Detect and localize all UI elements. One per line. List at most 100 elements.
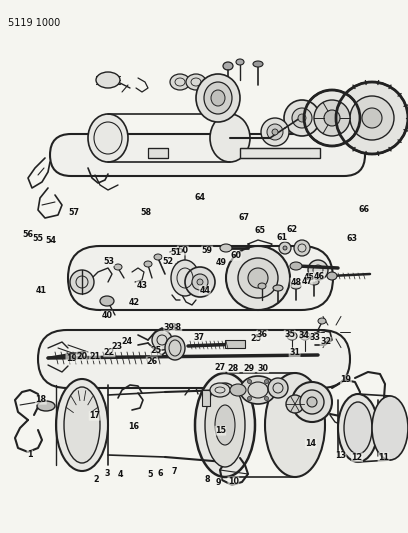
Ellipse shape [223, 62, 233, 70]
Ellipse shape [171, 260, 199, 296]
Text: 32: 32 [320, 337, 331, 346]
Text: 18: 18 [35, 395, 47, 404]
Text: 8: 8 [204, 475, 210, 484]
Circle shape [336, 82, 408, 154]
Ellipse shape [318, 318, 326, 324]
Ellipse shape [211, 90, 225, 106]
Ellipse shape [300, 332, 310, 340]
Ellipse shape [273, 285, 283, 291]
Circle shape [308, 260, 328, 280]
Text: 44: 44 [200, 286, 210, 295]
Text: 23: 23 [111, 343, 122, 351]
Text: 3: 3 [104, 469, 110, 478]
Circle shape [268, 378, 288, 398]
Text: 54: 54 [46, 237, 56, 245]
Ellipse shape [100, 296, 114, 306]
Ellipse shape [265, 373, 325, 477]
Circle shape [292, 108, 312, 128]
Text: 34: 34 [299, 332, 310, 340]
Ellipse shape [258, 283, 266, 289]
Ellipse shape [338, 394, 378, 462]
Ellipse shape [205, 77, 223, 91]
Text: 64: 64 [195, 193, 205, 201]
Ellipse shape [372, 396, 408, 460]
Circle shape [362, 108, 382, 128]
Ellipse shape [287, 332, 297, 340]
Bar [148, 148, 168, 158]
Text: 9: 9 [215, 478, 221, 487]
Text: 11: 11 [378, 453, 389, 462]
Ellipse shape [327, 272, 337, 280]
Text: 33: 33 [310, 333, 321, 342]
Text: 10: 10 [228, 477, 239, 486]
Ellipse shape [344, 402, 372, 454]
Text: 7: 7 [172, 467, 177, 476]
Ellipse shape [154, 254, 162, 260]
Text: 59: 59 [202, 246, 213, 255]
Bar [225, 340, 245, 348]
Ellipse shape [64, 387, 100, 463]
Text: 12: 12 [351, 453, 363, 462]
Text: 53: 53 [104, 257, 115, 265]
Text: 60: 60 [231, 252, 241, 260]
Text: 56: 56 [22, 230, 33, 239]
Bar [202, 390, 210, 406]
Ellipse shape [291, 283, 301, 289]
Text: 57: 57 [69, 208, 80, 216]
Circle shape [264, 397, 268, 400]
Circle shape [304, 90, 360, 146]
Text: 26: 26 [146, 357, 157, 366]
Ellipse shape [290, 262, 302, 270]
Ellipse shape [170, 74, 190, 90]
Ellipse shape [309, 279, 319, 285]
Text: 49: 49 [216, 258, 226, 266]
Circle shape [292, 382, 332, 422]
Ellipse shape [195, 373, 255, 477]
Ellipse shape [236, 59, 244, 65]
Text: 52: 52 [162, 257, 174, 265]
Ellipse shape [196, 74, 240, 122]
Text: 65: 65 [255, 226, 266, 235]
Text: 29: 29 [243, 364, 255, 373]
Text: 25: 25 [251, 334, 262, 343]
Text: 19: 19 [66, 354, 77, 363]
Circle shape [294, 240, 310, 256]
Ellipse shape [210, 114, 250, 162]
Ellipse shape [215, 405, 235, 445]
Text: 58: 58 [140, 208, 152, 216]
Text: 25: 25 [150, 346, 162, 355]
Ellipse shape [204, 82, 232, 114]
Ellipse shape [220, 244, 232, 252]
Circle shape [298, 114, 306, 122]
Text: 14: 14 [306, 439, 316, 448]
Text: 35: 35 [284, 330, 295, 339]
Ellipse shape [248, 268, 268, 288]
Text: 4: 4 [118, 471, 123, 479]
Text: 61: 61 [277, 233, 288, 241]
FancyBboxPatch shape [38, 330, 350, 388]
Circle shape [248, 397, 251, 400]
Circle shape [284, 100, 320, 136]
Text: 46: 46 [314, 272, 324, 280]
Ellipse shape [96, 72, 120, 88]
FancyBboxPatch shape [68, 246, 333, 310]
Ellipse shape [253, 61, 263, 67]
Ellipse shape [144, 261, 152, 267]
Text: 5119 1000: 5119 1000 [8, 18, 60, 28]
Circle shape [70, 270, 94, 294]
Text: 19: 19 [341, 375, 351, 384]
Circle shape [267, 124, 283, 140]
Text: 38: 38 [171, 324, 182, 332]
Circle shape [197, 279, 203, 285]
Ellipse shape [238, 258, 278, 298]
Ellipse shape [226, 246, 290, 310]
Circle shape [300, 390, 324, 414]
Text: 41: 41 [35, 286, 46, 295]
Text: 55: 55 [32, 235, 43, 243]
Circle shape [350, 96, 394, 140]
Circle shape [185, 267, 215, 297]
Text: 20: 20 [76, 352, 87, 360]
Text: 48: 48 [290, 278, 302, 287]
Text: 5: 5 [147, 471, 153, 479]
Ellipse shape [210, 383, 230, 397]
